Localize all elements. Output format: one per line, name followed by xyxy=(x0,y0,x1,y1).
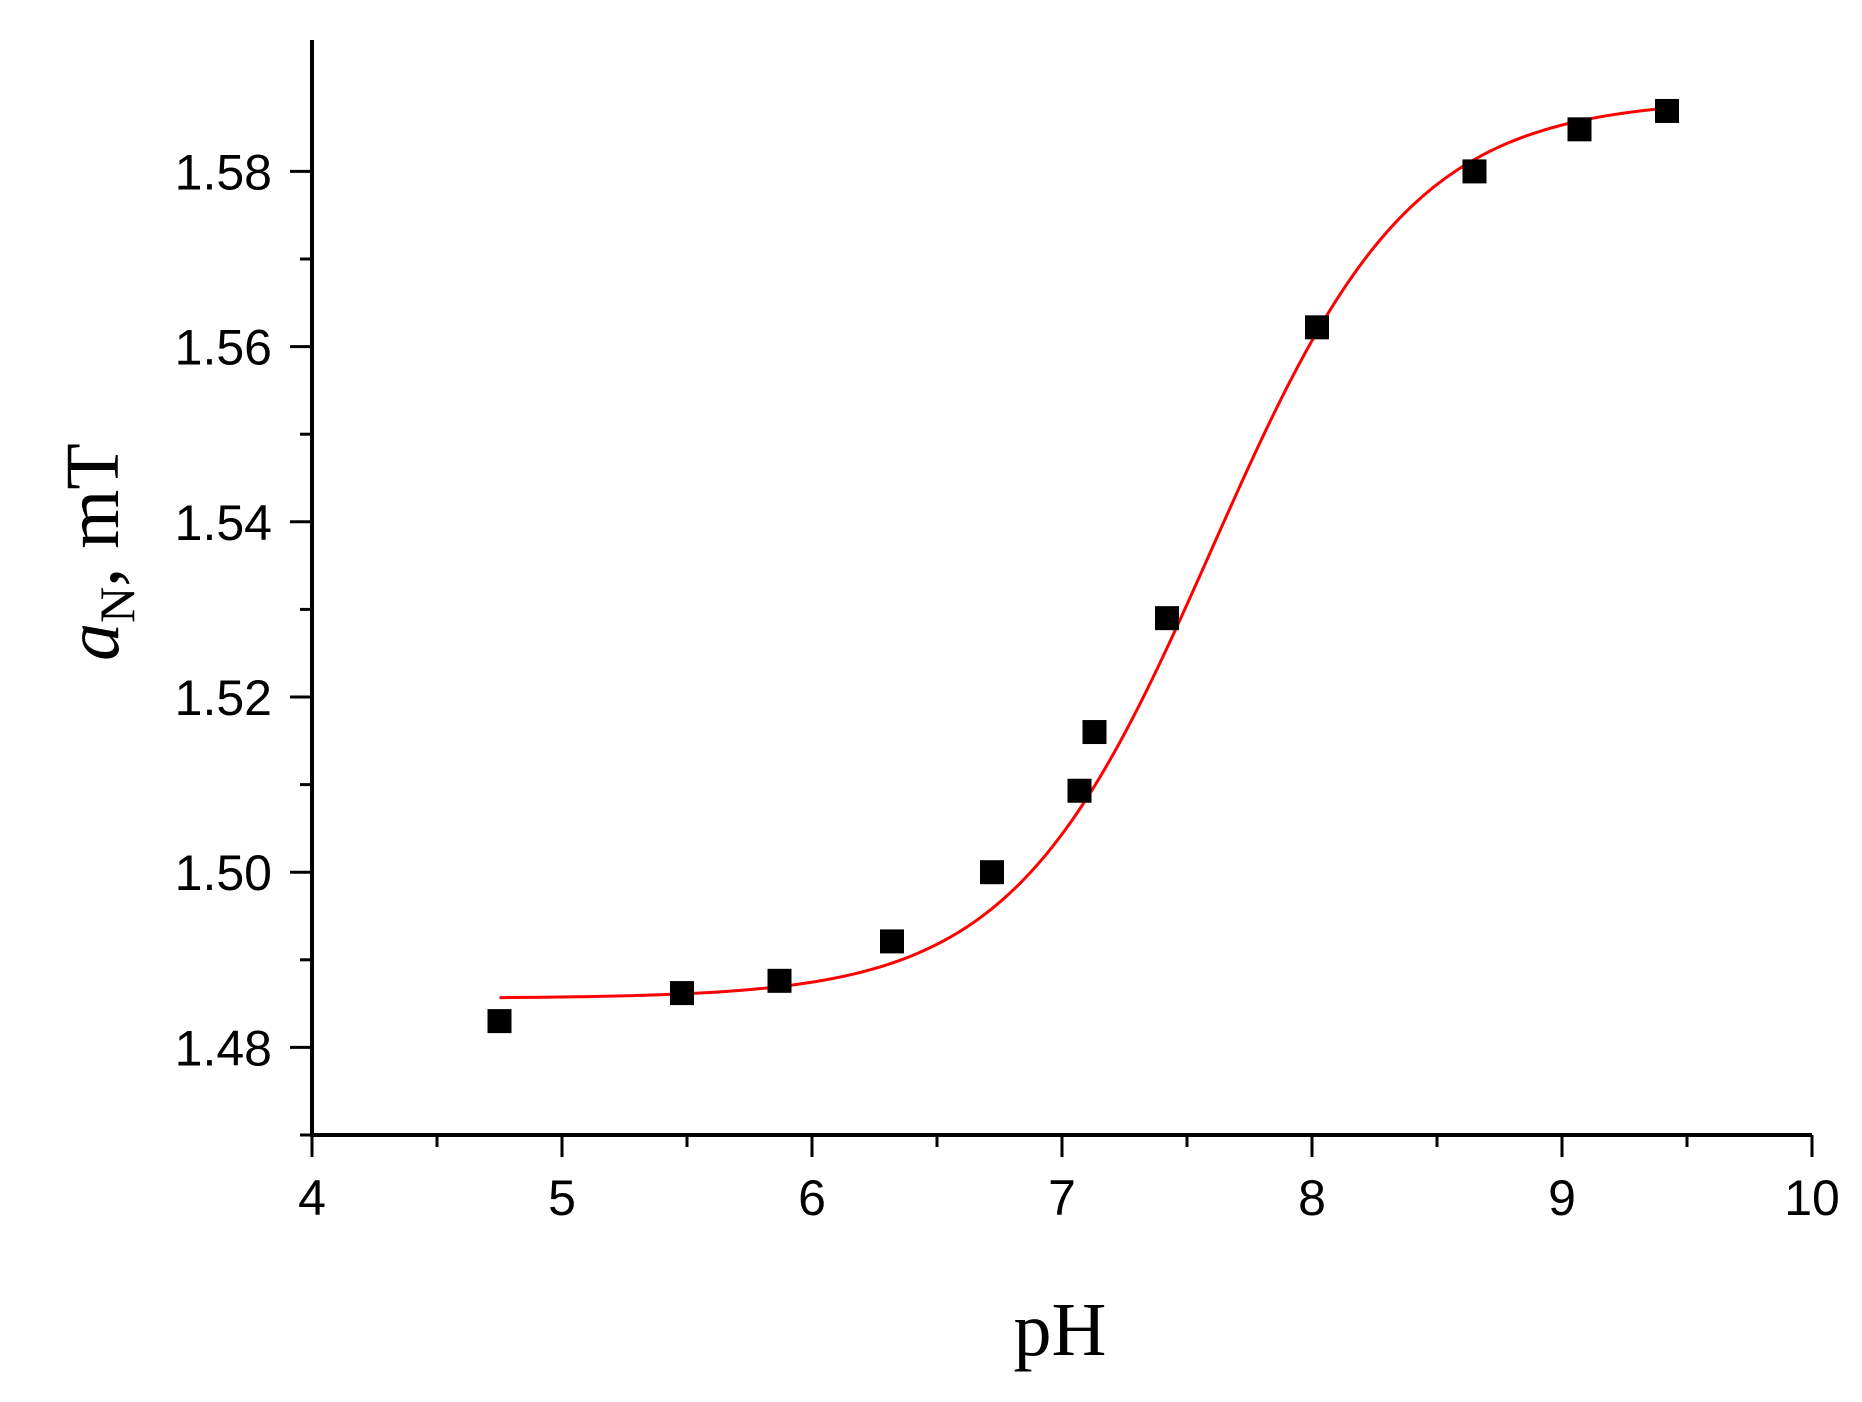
y-tick-label: 1.50 xyxy=(175,845,272,901)
data-point xyxy=(670,981,694,1006)
x-axis-title: pH xyxy=(1014,1288,1107,1372)
data-point xyxy=(1567,117,1592,142)
data-point xyxy=(1082,720,1107,745)
fit-line xyxy=(499,106,1668,1000)
y-tick-label: 1.56 xyxy=(175,320,272,376)
x-tick-label: 5 xyxy=(548,1170,576,1226)
data-point xyxy=(1305,315,1329,340)
data-point xyxy=(880,929,904,954)
data-point xyxy=(1155,606,1179,631)
y-tick-label: 1.52 xyxy=(175,670,272,726)
y-axis-title-rest: , mT xyxy=(51,443,135,587)
x-tick-label: 9 xyxy=(1548,1170,1576,1226)
y-axis-title: aN, mT xyxy=(51,443,145,661)
x-tick-label: 8 xyxy=(1298,1170,1326,1226)
y-axis-title-symbol: a xyxy=(51,623,135,661)
y-tick-label: 1.54 xyxy=(175,495,272,551)
y-axis-title-subscript: N xyxy=(89,587,145,623)
data-point xyxy=(767,968,792,993)
ticks xyxy=(290,169,1814,1157)
x-tick-label: 10 xyxy=(1784,1170,1840,1226)
x-tick-label: 6 xyxy=(798,1170,826,1226)
tick-labels: 4 5 6 7 8 9 10 1.48 1.50 1.52 1.54 1.56 1.58 xyxy=(175,144,1840,1226)
y-tick-label: 1.58 xyxy=(175,144,272,200)
data-point xyxy=(1655,98,1679,123)
x-tick-label: 7 xyxy=(1048,1170,1076,1226)
points-layer xyxy=(487,98,1679,1034)
fit-layer xyxy=(499,106,1668,1000)
data-point xyxy=(980,860,1004,885)
data-point xyxy=(487,1009,512,1034)
y-tick-label: 1.48 xyxy=(175,1020,272,1076)
axes xyxy=(310,40,1812,1137)
data-point xyxy=(1067,778,1092,803)
x-tick-label: 4 xyxy=(298,1170,326,1226)
data-point xyxy=(1462,159,1487,184)
